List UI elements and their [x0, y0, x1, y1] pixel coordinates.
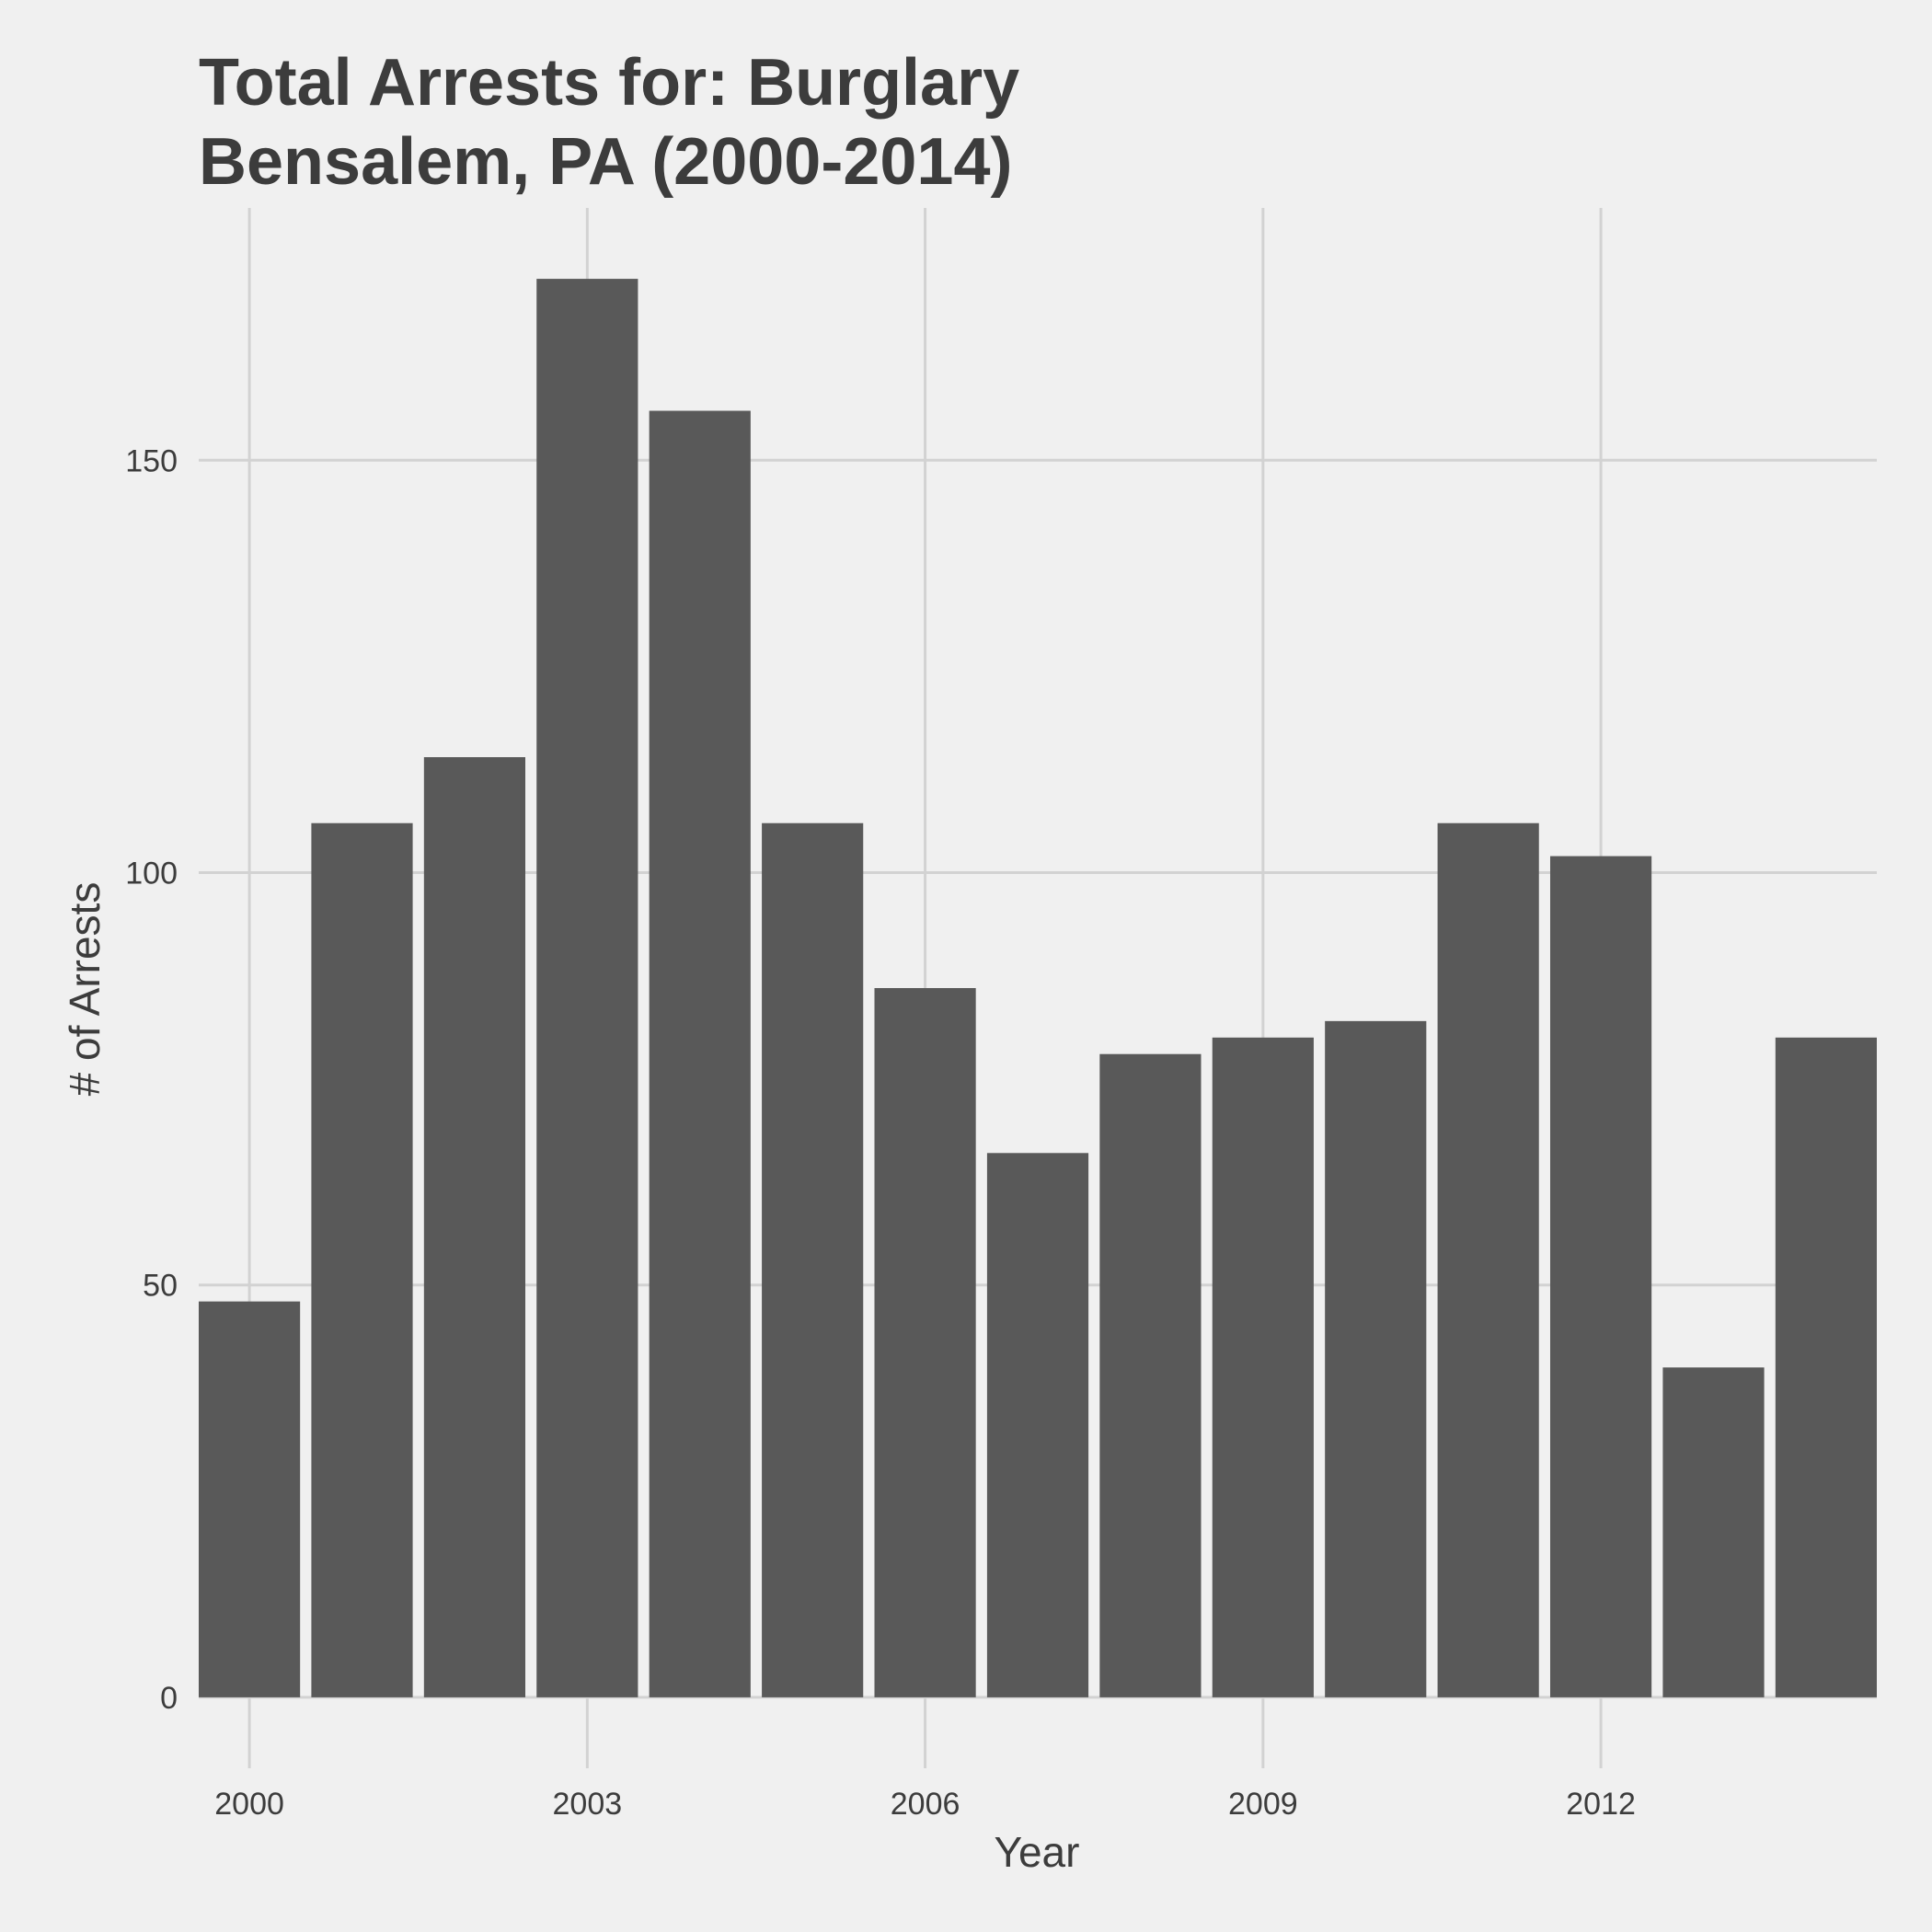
x-tick-label: 2000: [214, 1787, 284, 1822]
bar-2009: [1212, 1037, 1314, 1697]
bar-2007: [986, 1153, 1089, 1697]
bar-2004: [649, 410, 751, 1697]
x-tick-label: 2012: [1566, 1787, 1636, 1822]
y-tick-label: 50: [143, 1269, 178, 1304]
bar-2006: [874, 988, 976, 1697]
y-tick-label: 100: [125, 857, 178, 891]
y-tick-label: 150: [125, 443, 178, 478]
bar-2011: [1437, 822, 1539, 1697]
bar-2005: [762, 822, 864, 1697]
bar-2002: [423, 757, 526, 1697]
chart-title: Total Arrests for: Burglary Bensalem, PA…: [199, 46, 1019, 199]
x-tick-label: 2003: [553, 1787, 623, 1822]
bar-2003: [536, 279, 638, 1697]
bar-2001: [311, 822, 413, 1697]
x-tick-label: 2006: [891, 1787, 960, 1822]
bars: [199, 279, 1877, 1697]
x-tick-label: 2009: [1228, 1787, 1298, 1822]
y-axis-ticks: 0 50 100 150: [125, 443, 178, 1716]
bar-2000: [199, 1301, 301, 1697]
y-axis-title: # of Arrests: [61, 882, 109, 1097]
bar-2008: [1099, 1053, 1202, 1697]
x-axis-title: Year: [995, 1828, 1080, 1876]
chart-title-line-2: Bensalem, PA (2000-2014): [199, 125, 1012, 199]
y-tick-label: 0: [160, 1681, 178, 1716]
bar-2014: [1775, 1037, 1877, 1697]
x-axis-ticks: 2000 2003 2006 2009 2012: [214, 1787, 1636, 1822]
bar-2012: [1549, 856, 1652, 1697]
bar-2013: [1662, 1367, 1765, 1697]
chart-title-line-1: Total Arrests for: Burglary: [199, 46, 1019, 120]
bar-2010: [1325, 1020, 1427, 1697]
